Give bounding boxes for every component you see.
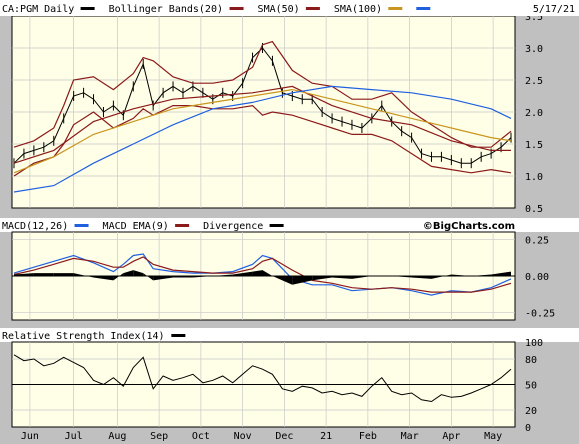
x-month-label: Jun <box>21 431 39 442</box>
divergence-segment <box>143 273 154 281</box>
divergence-segment <box>332 276 352 279</box>
macd-legend-bg <box>0 218 579 232</box>
price-legend-label: Bollinger Bands(20) <box>109 4 223 15</box>
watermark: ©BigCharts.com <box>423 221 515 232</box>
rsi-grid <box>12 342 515 427</box>
price-legend-label: CA:PGM Daily <box>2 4 74 15</box>
divergence-segment <box>153 276 174 281</box>
price-series-line-3 <box>13 85 511 164</box>
rsi-legend-label: Relative Strength Index(14) <box>2 331 165 342</box>
macd-series <box>12 253 515 296</box>
rsi-y-ticks: 100 80 50 20 0 <box>525 338 543 434</box>
divergence-segment <box>252 270 263 276</box>
macd-series-line-1 <box>13 256 512 293</box>
price-y-ticks: 3.5 3.0 2.5 2.0 1.5 1.0 0.5 <box>525 12 543 215</box>
price-series-line-4 <box>13 88 512 174</box>
macd-legend-swatch <box>175 224 190 227</box>
rsi-series <box>13 354 512 403</box>
price-legend-swatch <box>416 7 431 10</box>
rsi-legend: Relative Strength Index(14) <box>2 331 186 342</box>
price-series-line-5 <box>13 85 512 193</box>
x-month-label: Feb <box>359 431 377 442</box>
divergence-segment <box>262 270 273 276</box>
macd-y-tick: 0.25 <box>525 235 549 246</box>
price-legend: CA:PGM Daily Bollinger Bands(20) SMA(50) SM… <box>2 4 431 15</box>
macd-legend-label: MACD(12,26) <box>2 221 68 232</box>
x-month-label: Sep <box>150 431 168 442</box>
price-y-tick: 1.0 <box>525 172 543 183</box>
divergence-segment <box>312 276 333 281</box>
price-series-line-1 <box>13 40 512 148</box>
rsi-legend-swatch <box>171 334 186 337</box>
macd-y-tick: -0.25 <box>525 309 555 320</box>
x-month-label: 21 <box>320 431 332 442</box>
price-grid <box>12 16 515 208</box>
macd-legend-swatch <box>269 224 284 227</box>
price-series-line-2 <box>13 104 512 177</box>
divergence-segment <box>351 276 372 279</box>
divergence-segment <box>33 273 54 276</box>
divergence-segment <box>14 273 34 276</box>
x-month-label: Jul <box>65 431 83 442</box>
x-month-label: Oct <box>192 431 210 442</box>
macd-legend: MACD(12,26) MACD EMA(9) Divergence <box>2 221 284 232</box>
x-month-label: Apr <box>442 431 460 442</box>
rsi-y-tick: 20 <box>525 406 537 417</box>
divergence-segment <box>232 271 253 276</box>
macd-legend-swatch <box>74 224 89 227</box>
price-legend-label: SMA(100) <box>334 4 382 15</box>
price-legend-label: SMA(50) <box>258 4 300 15</box>
price-y-tick: 2.0 <box>525 108 543 119</box>
divergence-segment <box>133 270 144 276</box>
rsi-series-line-0 <box>13 354 512 403</box>
price-y-tick: 3.5 <box>525 12 543 23</box>
divergence-segment <box>272 276 293 285</box>
x-month-label: May <box>484 431 502 442</box>
divergence-segment <box>491 271 511 276</box>
price-y-tick: 1.5 <box>525 140 543 151</box>
date-label: 5/17/21 <box>533 4 575 15</box>
x-month-label: Mar <box>401 431 419 442</box>
macd-y-ticks: 0.25 0.00 -0.25 <box>525 235 555 319</box>
x-month-label: Nov <box>234 431 252 442</box>
rsi-legend-bg <box>0 328 579 342</box>
x-axis-months: Jun Jul Aug Sep Oct Nov Dec 21 Feb Mar Apr May <box>21 431 502 442</box>
macd-series-line-0 <box>13 253 512 296</box>
price-legend-bg <box>0 0 579 16</box>
macd-legend-label: Divergence <box>203 221 263 232</box>
price-legend-swatch <box>80 7 95 10</box>
macd-legend-label: MACD EMA(9) <box>103 221 169 232</box>
divergence-segment <box>411 276 432 279</box>
divergence-segment <box>113 273 124 281</box>
x-month-label: Dec <box>275 431 293 442</box>
rsi-y-tick: 100 <box>525 338 543 349</box>
price-series <box>13 40 512 193</box>
price-y-tick: 2.5 <box>525 76 543 87</box>
price-legend-swatch <box>229 7 244 10</box>
price-legend-swatch <box>305 7 320 10</box>
price-legend-swatch <box>388 7 403 10</box>
price-y-tick: 3.0 <box>525 44 543 55</box>
divergence-segment <box>292 276 313 285</box>
rsi-y-tick: 80 <box>525 355 537 366</box>
divergence-segment <box>123 270 134 276</box>
divergence-segment <box>53 273 74 276</box>
price-y-tick: 0.5 <box>525 204 543 215</box>
x-month-label: Aug <box>108 431 126 442</box>
macd-y-tick: 0.00 <box>525 272 549 283</box>
rsi-y-tick: 50 <box>525 381 537 392</box>
divergence-segment <box>93 276 114 281</box>
rsi-y-tick: 0 <box>525 423 531 434</box>
